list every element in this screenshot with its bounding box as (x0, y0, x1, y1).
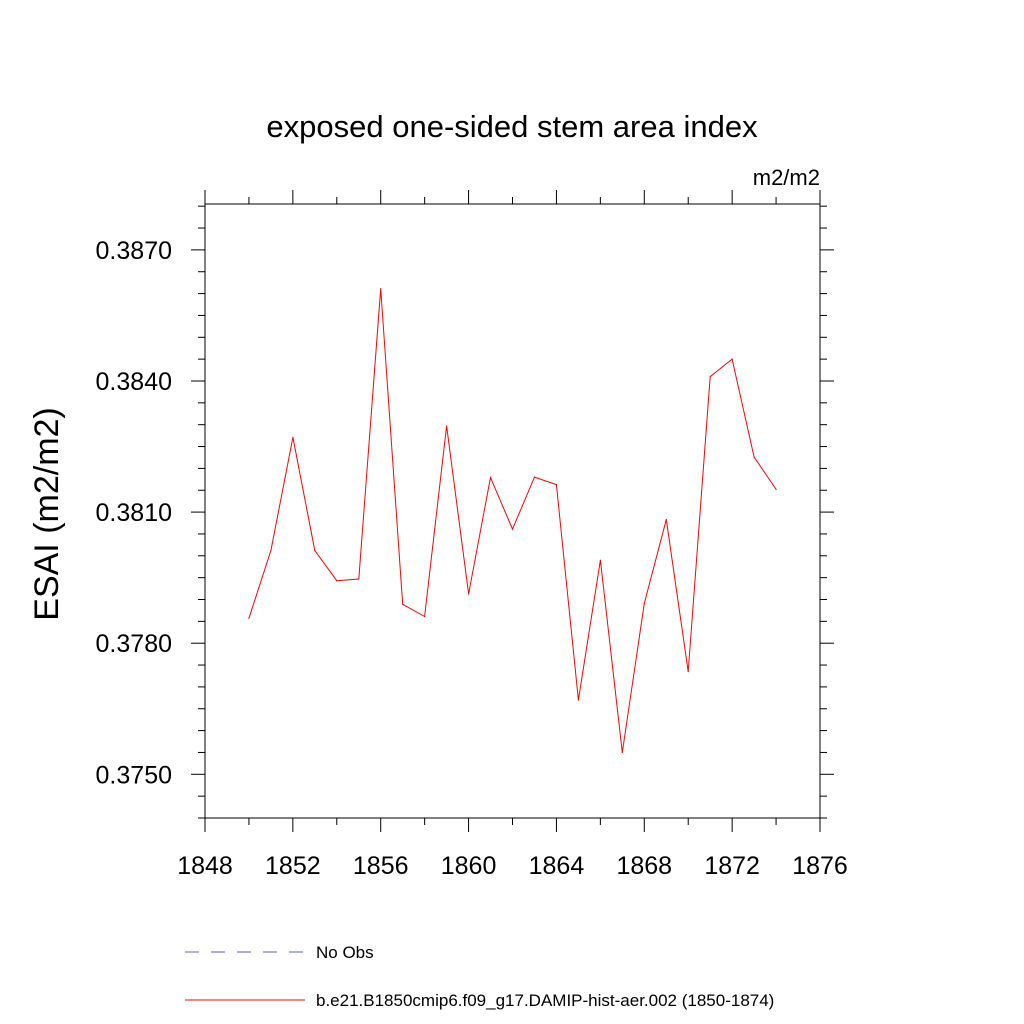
data-point (775, 488, 777, 490)
data-point (467, 593, 470, 595)
data-point (402, 603, 404, 605)
plot-frame (204, 203, 821, 819)
data-point (731, 358, 733, 360)
x-tick-label: 1848 (177, 852, 233, 880)
data-point (270, 549, 272, 552)
data-point (709, 376, 711, 378)
y-tick-label: 0.3750 (96, 761, 172, 789)
data-point (489, 476, 492, 479)
y-axis-ticks: 0.3750 0.3780 0.3810 0.3840 0.3870 (96, 205, 834, 819)
data-point (380, 288, 382, 290)
y-tick-label: 0.3870 (96, 237, 172, 265)
y-tick-label: 0.3780 (96, 630, 172, 658)
data-point (643, 602, 645, 605)
data-point (599, 559, 601, 561)
data-point (687, 671, 689, 673)
data-point (577, 699, 579, 701)
data-point (511, 528, 514, 530)
legend-label: b.e21.B1850cmip6.f09_g17.DAMIP-hist-aer.… (316, 991, 774, 1010)
data-point (621, 751, 623, 754)
x-tick-label: 1860 (441, 852, 497, 880)
units-label: m2/m2 (753, 165, 820, 190)
data-point (314, 549, 316, 552)
data-point (336, 580, 338, 582)
data-point (248, 617, 250, 619)
x-tick-label: 1868 (616, 852, 672, 880)
x-tick-label: 1856 (353, 852, 409, 880)
series-line (248, 288, 777, 753)
x-tick-label: 1852 (265, 852, 321, 880)
x-tick-label: 1876 (792, 852, 848, 880)
data-point (665, 518, 667, 521)
y-tick-label: 0.3840 (96, 368, 172, 396)
y-axis-label: ESAI (m2/m2) (28, 407, 66, 620)
x-tick-label: 1864 (529, 852, 585, 880)
series-layer (248, 288, 777, 754)
data-point (753, 456, 755, 458)
data-point (358, 578, 360, 580)
data-point (555, 483, 558, 486)
data-point (424, 615, 426, 618)
data-point (292, 436, 294, 438)
legend-label: No Obs (316, 943, 374, 962)
chart-title: exposed one-sided stem area index (266, 109, 758, 144)
legend: No Obs b.e21.B1850cmip6.f09_g17.DAMIP-his… (185, 943, 774, 1010)
x-tick-label: 1872 (704, 852, 760, 880)
data-point (446, 425, 448, 427)
data-point (533, 476, 536, 478)
y-tick-label: 0.3810 (96, 499, 172, 527)
x-axis-ticks: 1848 1852 1856 1860 1864 1868 1872 1876 (177, 190, 848, 880)
